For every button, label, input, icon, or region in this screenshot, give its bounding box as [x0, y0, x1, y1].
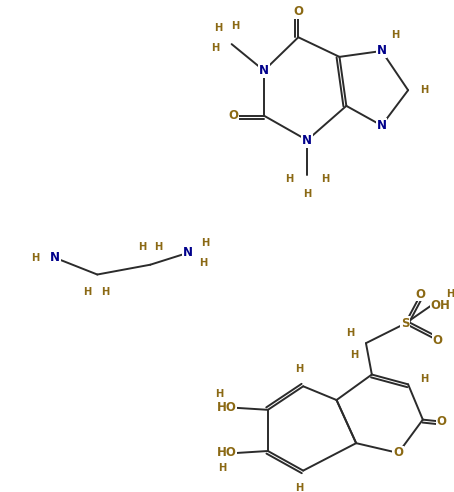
Text: N: N — [377, 44, 387, 58]
Text: H: H — [446, 289, 454, 299]
Text: H: H — [215, 389, 223, 399]
Text: H: H — [232, 22, 240, 31]
Text: H: H — [295, 364, 303, 373]
Text: H: H — [303, 189, 311, 199]
Text: OH: OH — [431, 300, 450, 312]
Text: H: H — [84, 287, 92, 297]
Text: N: N — [259, 64, 269, 77]
Text: H: H — [31, 253, 39, 263]
Text: H: H — [154, 242, 162, 252]
Text: H: H — [218, 462, 226, 473]
Text: O: O — [293, 5, 303, 18]
Text: O: O — [433, 334, 443, 347]
Text: H: H — [321, 175, 329, 184]
Text: H: H — [286, 175, 294, 184]
Text: H: H — [391, 31, 400, 40]
Text: HO: HO — [217, 446, 237, 460]
Text: H: H — [201, 238, 209, 248]
Text: H: H — [419, 85, 428, 95]
Text: H: H — [214, 24, 222, 33]
Text: O: O — [393, 446, 403, 460]
Text: H: H — [138, 242, 147, 252]
Text: N: N — [302, 134, 312, 147]
Text: H: H — [419, 374, 428, 384]
Text: H: H — [346, 328, 355, 338]
Text: HO: HO — [217, 401, 237, 414]
Text: H: H — [199, 258, 207, 268]
Text: H: H — [211, 43, 219, 53]
Text: O: O — [416, 288, 426, 301]
Text: N: N — [50, 251, 60, 264]
Text: N: N — [377, 119, 387, 132]
Text: H: H — [101, 287, 109, 297]
Text: O: O — [229, 109, 239, 122]
Text: H: H — [295, 483, 303, 492]
Text: N: N — [183, 246, 192, 259]
Text: H: H — [350, 350, 358, 360]
Text: S: S — [401, 317, 410, 330]
Text: O: O — [436, 415, 446, 428]
